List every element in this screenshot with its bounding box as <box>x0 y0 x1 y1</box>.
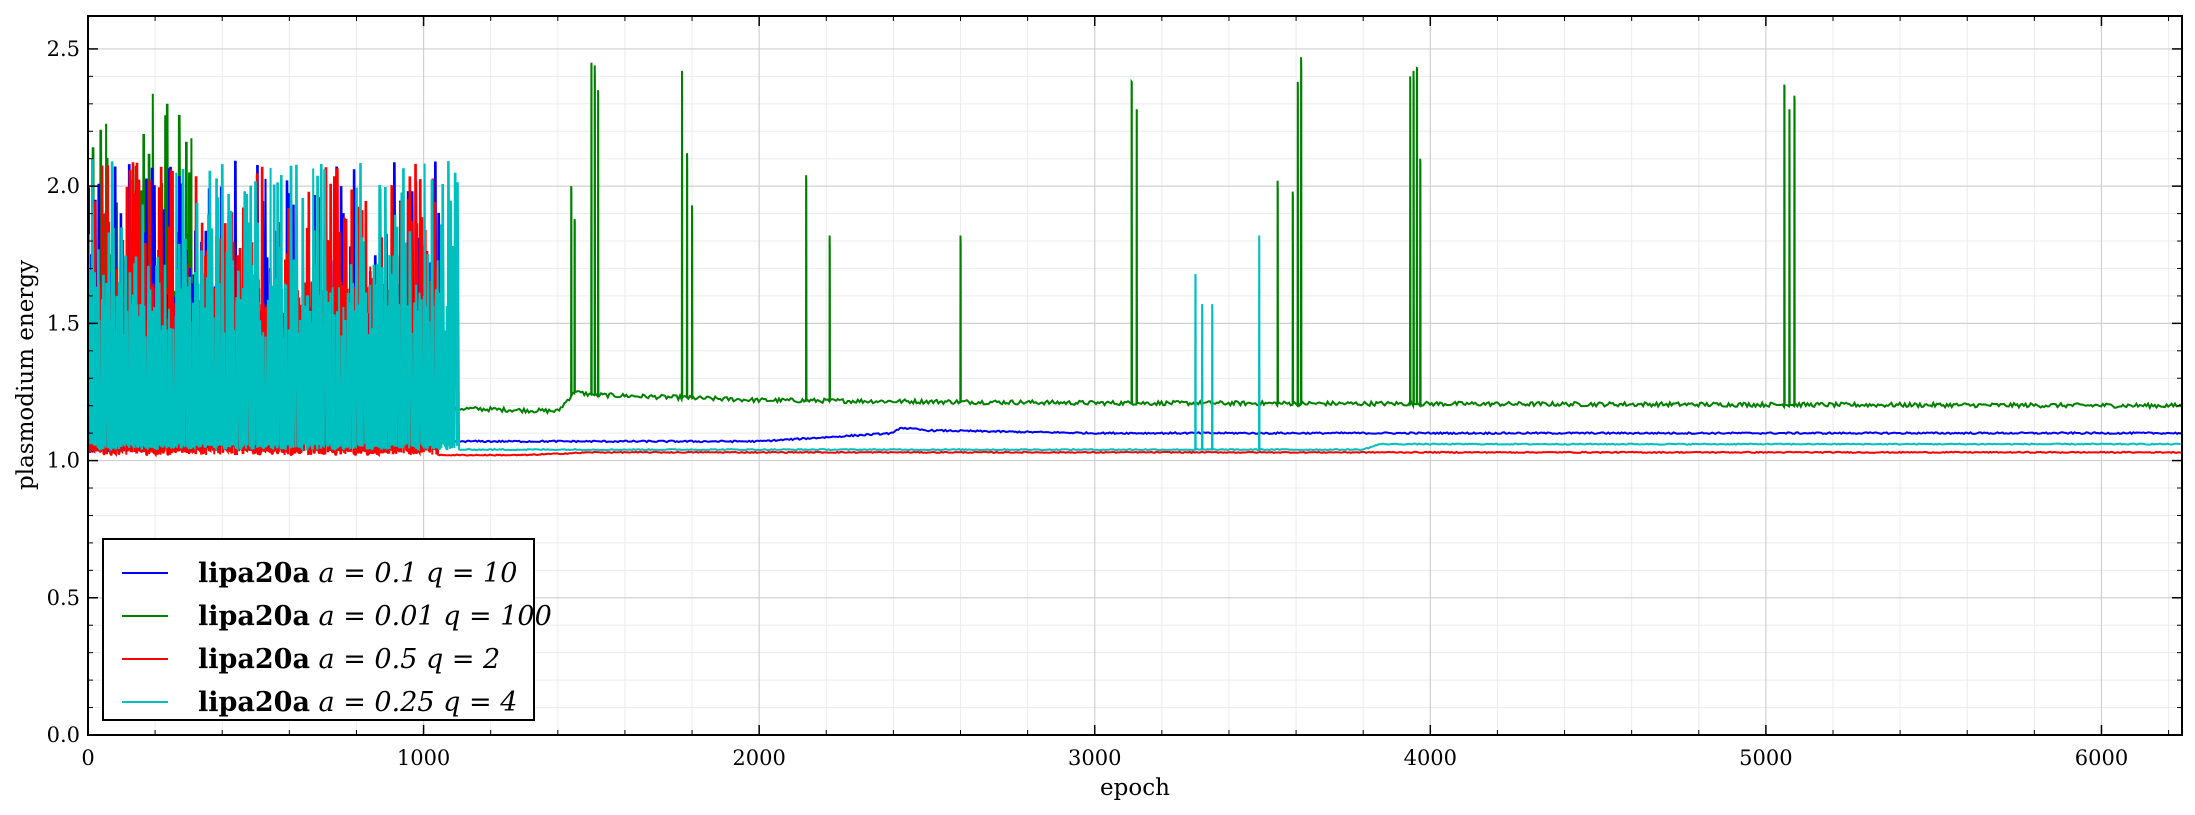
y-tick-label: 1.5 <box>47 311 80 335</box>
y-tick-label: 0.0 <box>47 723 80 747</box>
series-lines <box>88 57 2182 458</box>
series-line-4 <box>88 158 2181 453</box>
y-tick-label: 2.5 <box>47 37 80 61</box>
legend-label: lipa20a a = 0.5 q = 2 <box>198 644 500 675</box>
x-tick-label: 4000 <box>1404 746 1457 770</box>
axis-ticks: 0 1000 2000 3000 4000 5000 6000 0.0 0.5 1.0 1.5 2.0… <box>47 16 2182 770</box>
legend-box <box>102 538 535 721</box>
x-tick-label: 6000 <box>2075 746 2128 770</box>
x-axis-label: epoch <box>1100 775 1170 801</box>
x-tick-label: 3000 <box>1068 746 1121 770</box>
x-tick-label: 5000 <box>1739 746 1792 770</box>
plot-frame <box>87 15 2183 736</box>
y-tick-label: 0.5 <box>47 586 80 610</box>
grid-lines <box>87 16 2182 736</box>
y-axis-label: plasmodium energy <box>13 260 39 490</box>
x-tick-label: 1000 <box>397 746 450 770</box>
legend: lipa20a a = 0.1 q = 10 lipa20a a = 0.01 q… <box>102 538 552 721</box>
x-tick-label: 0 <box>81 746 94 770</box>
y-tick-label: 1.0 <box>47 449 80 473</box>
x-tick-label: 2000 <box>732 746 785 770</box>
legend-label: lipa20a a = 0.1 q = 10 <box>198 558 517 589</box>
y-tick-label: 2.0 <box>47 174 80 198</box>
legend-label: lipa20a a = 0.25 q = 4 <box>198 687 517 718</box>
legend-label: lipa20a a = 0.01 q = 100 <box>198 601 552 632</box>
